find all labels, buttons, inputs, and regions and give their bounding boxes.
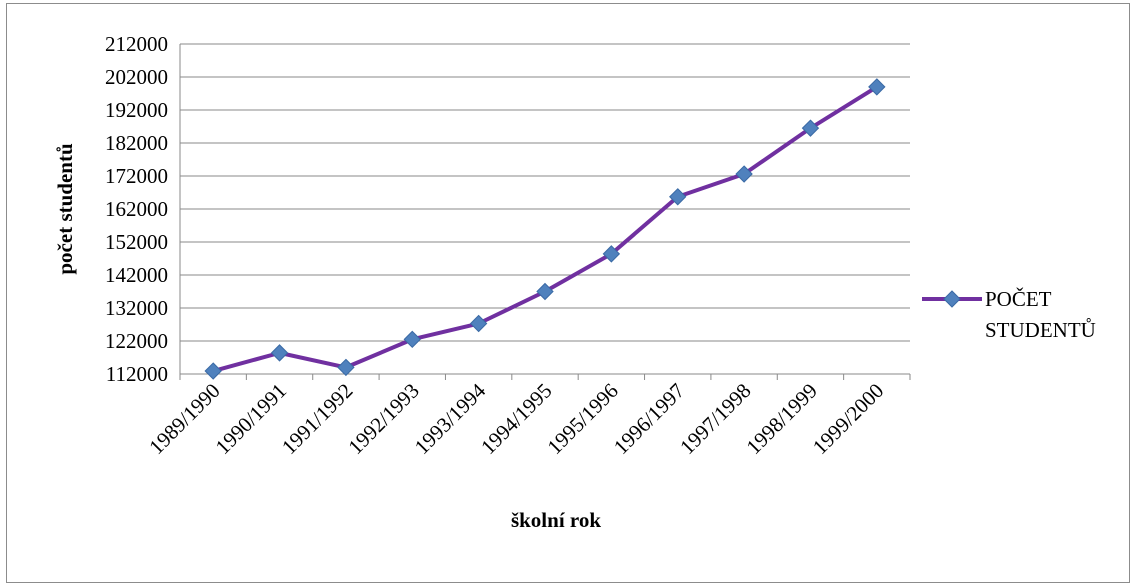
x-tick-label: 1991/1992 <box>277 379 357 459</box>
legend-label-line-1: POČET <box>985 287 1052 311</box>
legend-label-line-2: STUDENTŮ <box>985 318 1096 342</box>
x-tick-label: 1989/1990 <box>144 379 224 459</box>
x-axis-tick-labels: 1989/19901990/19911991/19921992/19931993… <box>144 378 888 459</box>
y-tick-label: 162000 <box>105 197 168 221</box>
y-tick-label: 212000 <box>105 32 168 56</box>
x-tick-label: 1998/1999 <box>741 379 821 459</box>
data-point-marker <box>669 188 687 206</box>
chart-area <box>6 3 1130 583</box>
series-line <box>212 85 878 373</box>
data-markers <box>204 78 886 380</box>
series-line-layer <box>212 85 878 373</box>
y-axis-tick-labels: 112000 122000 132000 142000 152000 162000 1720… <box>105 32 168 386</box>
y-tick-label: 202000 <box>105 65 168 89</box>
data-point-marker <box>801 119 820 137</box>
x-tick-label: 1995/1996 <box>542 379 622 459</box>
x-tick-label: 1990/1991 <box>211 379 291 459</box>
x-tick-label: 1997/1998 <box>675 379 755 459</box>
x-tick-label: 1992/1993 <box>343 379 423 459</box>
y-axis-title: počet studentů <box>53 143 77 275</box>
data-point-marker <box>735 165 753 183</box>
x-tick-label: 1993/1994 <box>410 378 491 459</box>
x-tick-label: 1999/2000 <box>808 379 888 459</box>
data-point-marker <box>536 282 554 301</box>
y-tick-label: 192000 <box>105 98 168 122</box>
y-tick-label: 122000 <box>105 329 168 353</box>
y-tick-label: 112000 <box>106 362 168 386</box>
data-point-marker <box>337 358 355 377</box>
data-point-marker <box>602 245 621 263</box>
data-point-marker <box>403 330 421 349</box>
y-tick-label: 142000 <box>105 263 168 287</box>
x-tick-label: 1996/1997 <box>609 379 689 459</box>
x-tick-label: 1994/1995 <box>476 379 556 459</box>
y-tick-label: 172000 <box>105 164 168 188</box>
data-point-marker <box>204 362 222 380</box>
legend-marker-icon <box>943 290 961 308</box>
data-point-marker <box>270 344 289 362</box>
y-tick-label: 132000 <box>105 296 168 320</box>
data-point-marker <box>469 314 488 333</box>
axes <box>179 44 911 380</box>
legend: POČET STUDENTŮ <box>922 287 1096 342</box>
y-tick-label: 182000 <box>105 131 168 155</box>
y-tick-label: 152000 <box>105 230 168 254</box>
x-axis-title: školní rok <box>511 508 601 532</box>
data-point-marker <box>868 78 886 96</box>
